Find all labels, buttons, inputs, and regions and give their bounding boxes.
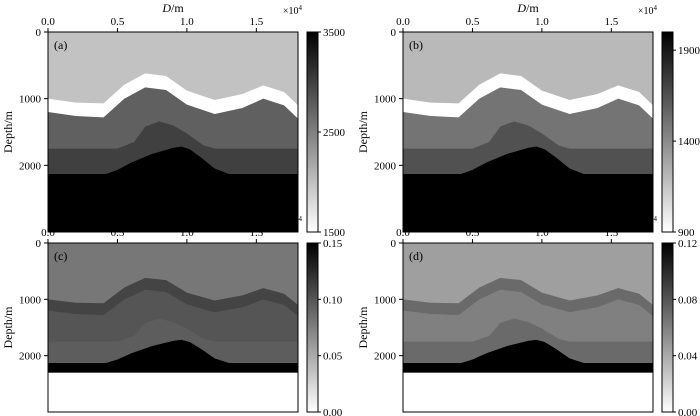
x-tick-label: 0.0: [41, 16, 55, 28]
x-axis-unit: /m: [526, 212, 539, 226]
layer-bottom: [403, 185, 653, 232]
colorbar-tick-label: 3500: [323, 27, 346, 39]
x-axis-label: D/m: [161, 212, 184, 226]
x-axis-unit: /m: [526, 1, 539, 15]
x-tick-label: 0.0: [396, 227, 410, 239]
y-tick-label: 2000: [19, 351, 42, 363]
x-tick-label: 1.5: [604, 227, 618, 239]
y-tick-label: 1000: [19, 294, 42, 306]
x-multiplier-exponent: 4: [299, 215, 303, 223]
x-multiplier: ×104: [283, 4, 303, 17]
x-multiplier-exponent: 4: [654, 4, 658, 12]
colorbar-tick-label: 1900: [678, 45, 700, 57]
x-multiplier: ×104: [638, 215, 658, 228]
colorbar-tick-label: 2500: [323, 127, 346, 139]
x-axis-label: D/m: [161, 1, 184, 15]
panel-2: 0.0 0.5 1.0 1.5 0 1000 2000 D/m ×104 Depth/m (c) 0.…: [1, 212, 343, 416]
x-axis-variable: D: [161, 212, 171, 226]
x-tick-label: 1.0: [180, 227, 194, 239]
x-multiplier-exponent: 4: [299, 4, 303, 12]
x-tick-label: 0.5: [111, 227, 125, 239]
y-axis-label: Depth/m: [356, 110, 370, 153]
x-multiplier-exponent: 4: [654, 215, 658, 223]
layer-dome-cap: [48, 339, 298, 373]
x-axis-label: D/m: [516, 212, 539, 226]
panel-label: (b): [409, 38, 423, 52]
velocity-model: [403, 243, 653, 412]
y-axis-label: Depth/m: [1, 306, 15, 349]
y-tick-label: 0: [391, 27, 397, 39]
x-multiplier-base: ×10: [283, 217, 299, 228]
velocity-model: [48, 243, 298, 412]
y-tick-label: 2000: [374, 160, 397, 172]
y-axis-label: Depth/m: [1, 110, 15, 153]
y-tick-label: 0: [36, 238, 42, 250]
x-axis-unit: /m: [171, 1, 184, 15]
plot-frame: [402, 242, 654, 413]
x-multiplier: ×104: [283, 215, 303, 228]
layer-bottom: [403, 372, 653, 412]
layer-bottom: [48, 372, 298, 412]
colorbar-tick-label: 900: [678, 227, 695, 239]
x-axis-variable: D: [516, 1, 526, 15]
layer-dome-cap: [403, 339, 653, 373]
y-tick-label: 2000: [374, 351, 397, 363]
colorbar: [306, 31, 319, 233]
y-tick-label: 1000: [374, 294, 397, 306]
colorbar-tick-label: 0.10: [323, 294, 343, 306]
x-tick-label: 1.0: [535, 227, 549, 239]
colorbar: [306, 242, 319, 413]
panel-3: 0.0 0.5 1.0 1.5 0 1000 2000 D/m ×104 Depth/m (d) 0.…: [356, 212, 698, 416]
y-tick-label: 0: [391, 238, 397, 250]
x-axis-variable: D: [516, 212, 526, 226]
x-tick-label: 0.0: [396, 16, 410, 28]
colorbar-tick-label: 0.05: [323, 351, 343, 363]
y-axis-label: Depth/m: [356, 306, 370, 349]
x-tick-label: 1.5: [249, 16, 263, 28]
colorbar-tick-label: 0.04: [678, 351, 698, 363]
colorbar-tick-label: 0.00: [323, 407, 343, 416]
x-tick-label: 0.5: [111, 16, 125, 28]
x-axis-label: D/m: [516, 1, 539, 15]
colorbar: [661, 31, 674, 233]
y-tick-label: 0: [36, 27, 42, 39]
plot-frame: [402, 31, 654, 233]
layer-bottom: [48, 185, 298, 232]
colorbar-tick-label: 0.00: [678, 407, 698, 416]
x-axis-unit: /m: [171, 212, 184, 226]
panel-label: (c): [54, 249, 67, 263]
x-multiplier: ×104: [638, 4, 658, 17]
velocity-model: [403, 32, 653, 232]
colorbar-tick-label: 1400: [678, 136, 700, 148]
colorbar-tick-label: 1500: [323, 227, 346, 239]
x-tick-label: 1.5: [604, 16, 618, 28]
velocity-model: [48, 32, 298, 232]
x-axis-variable: D: [161, 1, 171, 15]
layer-dome-cap: [403, 146, 653, 186]
x-multiplier-base: ×10: [638, 217, 654, 228]
layer-dome-cap: [48, 146, 298, 186]
plot-frame: [47, 242, 299, 413]
x-multiplier-base: ×10: [283, 6, 299, 17]
x-multiplier-base: ×10: [638, 6, 654, 17]
y-tick-label: 2000: [19, 160, 42, 172]
colorbar-tick-label: 0.08: [678, 294, 698, 306]
x-tick-label: 1.5: [249, 227, 263, 239]
x-tick-label: 0.0: [41, 227, 55, 239]
colorbar-tick-label: 0.12: [678, 238, 697, 250]
colorbar: [661, 242, 674, 413]
colorbar-tick-label: 0.15: [323, 238, 343, 250]
panel-label: (d): [409, 249, 423, 263]
x-tick-label: 0.5: [466, 227, 480, 239]
plot-frame: [47, 31, 299, 233]
x-tick-label: 1.0: [180, 16, 194, 28]
y-tick-label: 1000: [19, 94, 42, 106]
x-tick-label: 0.5: [466, 16, 480, 28]
y-tick-label: 1000: [374, 94, 397, 106]
x-tick-label: 1.0: [535, 16, 549, 28]
panel-label: (a): [54, 38, 67, 52]
